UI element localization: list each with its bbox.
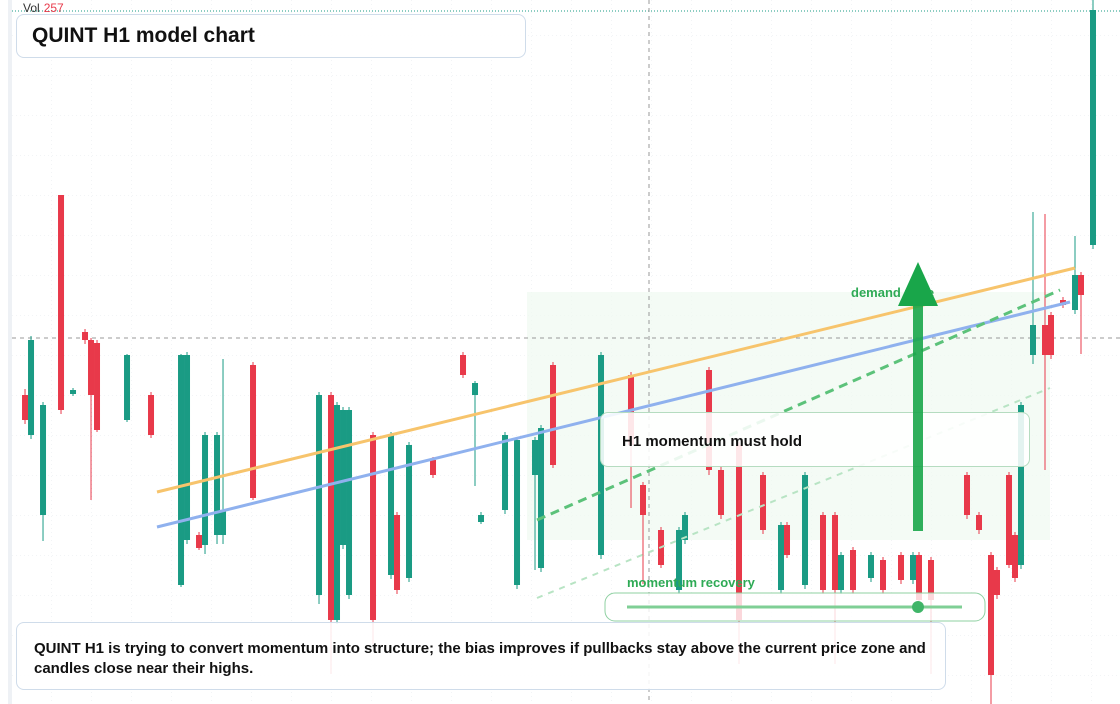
candle-body — [502, 435, 509, 510]
candle-body — [178, 355, 185, 585]
left-edge — [8, 0, 12, 704]
candle-body — [40, 405, 47, 515]
candle-body — [784, 525, 791, 555]
candle-body — [124, 355, 131, 420]
candle-body — [532, 440, 539, 475]
slider-knob — [912, 601, 924, 613]
candle-body — [916, 555, 923, 600]
candle-body — [820, 515, 827, 590]
candle-body — [202, 435, 209, 545]
candle-body — [220, 510, 227, 535]
candle-body — [718, 470, 725, 515]
candle-body — [58, 195, 65, 410]
candle-body — [994, 570, 1001, 595]
candle-body — [82, 332, 89, 340]
volume-label: Vol — [23, 1, 40, 15]
zone-label: demand zone — [851, 285, 935, 300]
candle-body — [910, 555, 917, 580]
candle-body — [802, 475, 809, 585]
candle-body — [250, 365, 257, 498]
candle-body — [196, 535, 203, 548]
candle-body — [94, 343, 101, 430]
annotation-card: H1 momentum must hold — [600, 412, 1030, 467]
candle-body — [334, 405, 341, 620]
candle-body — [1006, 475, 1013, 565]
candle-body — [346, 410, 353, 595]
candle-body — [1012, 535, 1019, 578]
candle-body — [70, 390, 77, 394]
candle-body — [850, 550, 857, 590]
candle-body — [430, 460, 437, 475]
candle-body — [988, 555, 995, 675]
candle-body — [964, 475, 971, 515]
candle-body — [898, 555, 905, 580]
candle-body — [388, 435, 395, 575]
candle-body — [1030, 325, 1037, 355]
candle-body — [394, 515, 401, 590]
volume-value: 257 — [43, 1, 64, 15]
candle-body — [1018, 405, 1025, 565]
slider-label: momentum recovery — [627, 575, 755, 590]
candle-body — [976, 515, 983, 530]
volume-readout: Vol 257 — [23, 1, 64, 15]
candle-body — [514, 440, 521, 585]
candle-body — [28, 340, 35, 435]
candle-body — [328, 395, 335, 620]
candles — [22, 0, 1097, 704]
candle-body — [1090, 10, 1097, 245]
candle-body — [832, 515, 839, 590]
candle-body — [640, 485, 647, 515]
candle-body — [1042, 325, 1049, 355]
candle-body — [928, 560, 935, 600]
candle-body — [778, 525, 785, 590]
candle-body — [868, 555, 875, 578]
caption: QUINT H1 is trying to convert momentum i… — [16, 622, 946, 690]
candle-body — [472, 383, 479, 395]
candle-body — [478, 515, 485, 522]
candle-body — [760, 475, 767, 530]
candle-body — [22, 395, 29, 420]
candle-body — [538, 428, 545, 568]
candle-body — [676, 530, 683, 590]
candle-body — [736, 445, 743, 620]
candle-body — [148, 395, 155, 435]
candle-body — [316, 395, 323, 595]
chart-title: QUINT H1 model chart — [16, 14, 526, 58]
candle-body — [340, 410, 347, 545]
candle-body — [184, 355, 191, 540]
candle-body — [1072, 275, 1079, 310]
candle-body — [460, 355, 467, 375]
trend-dashed — [536, 288, 1061, 522]
candle-body — [214, 435, 221, 535]
candle-body — [550, 365, 557, 465]
candle-body — [1078, 275, 1085, 295]
candle-body — [1048, 315, 1055, 355]
candle-body — [88, 340, 95, 395]
candle-body — [406, 445, 413, 578]
candle-body — [838, 555, 845, 590]
candle-body — [370, 435, 377, 620]
candle-body — [682, 515, 689, 540]
candle-body — [880, 560, 887, 590]
